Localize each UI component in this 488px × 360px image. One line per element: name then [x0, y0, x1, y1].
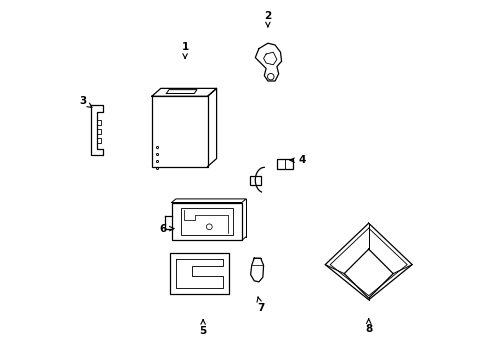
Bar	[96, 138, 101, 143]
Bar	[96, 120, 101, 125]
Bar	[249, 176, 260, 185]
Text: 1: 1	[181, 42, 188, 58]
Bar	[151, 96, 207, 166]
Text: 8: 8	[365, 319, 371, 334]
Bar	[276, 159, 292, 169]
Text: 4: 4	[289, 155, 305, 165]
Bar	[169, 253, 229, 294]
Text: 3: 3	[79, 96, 92, 108]
Text: 7: 7	[257, 297, 264, 313]
Text: 2: 2	[264, 11, 271, 27]
Bar	[180, 208, 232, 235]
Text: 6: 6	[160, 224, 174, 234]
Bar	[171, 202, 241, 240]
Text: 5: 5	[199, 320, 206, 336]
Bar	[96, 129, 101, 134]
